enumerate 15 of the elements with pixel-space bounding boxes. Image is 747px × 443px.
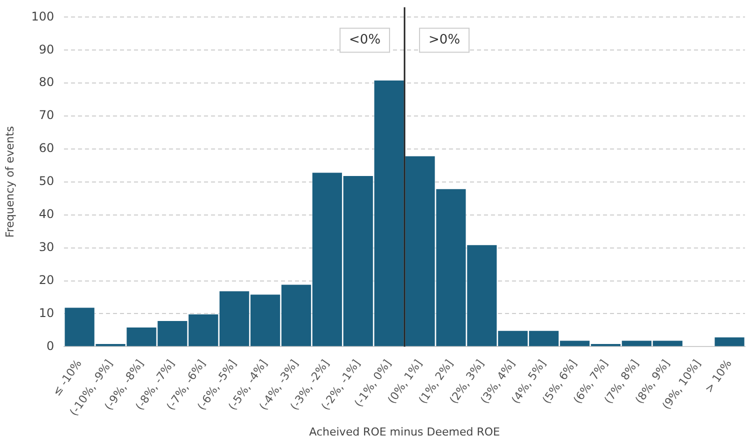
y-tick-label: 70 [38, 108, 54, 122]
y-tick-label: 20 [38, 272, 54, 287]
y-tick-label: 90 [38, 42, 54, 56]
annotation: <0% [349, 32, 381, 48]
y-tick-label: 80 [38, 75, 54, 90]
y-tick-label: 30 [38, 240, 54, 254]
annotation: >0% [428, 32, 460, 48]
y-tick-label: 0 [46, 338, 54, 353]
x-axis-title: Acheived ROE minus Deemed ROE [309, 425, 500, 438]
y-tick-label: 40 [38, 206, 54, 221]
y-axis-title: Frequency of events [3, 126, 16, 238]
y-tick-label: 60 [38, 141, 54, 156]
y-tick-label: 50 [38, 174, 54, 188]
y-tick-label: 100 [31, 9, 54, 24]
y-tick-label: 10 [38, 306, 54, 320]
